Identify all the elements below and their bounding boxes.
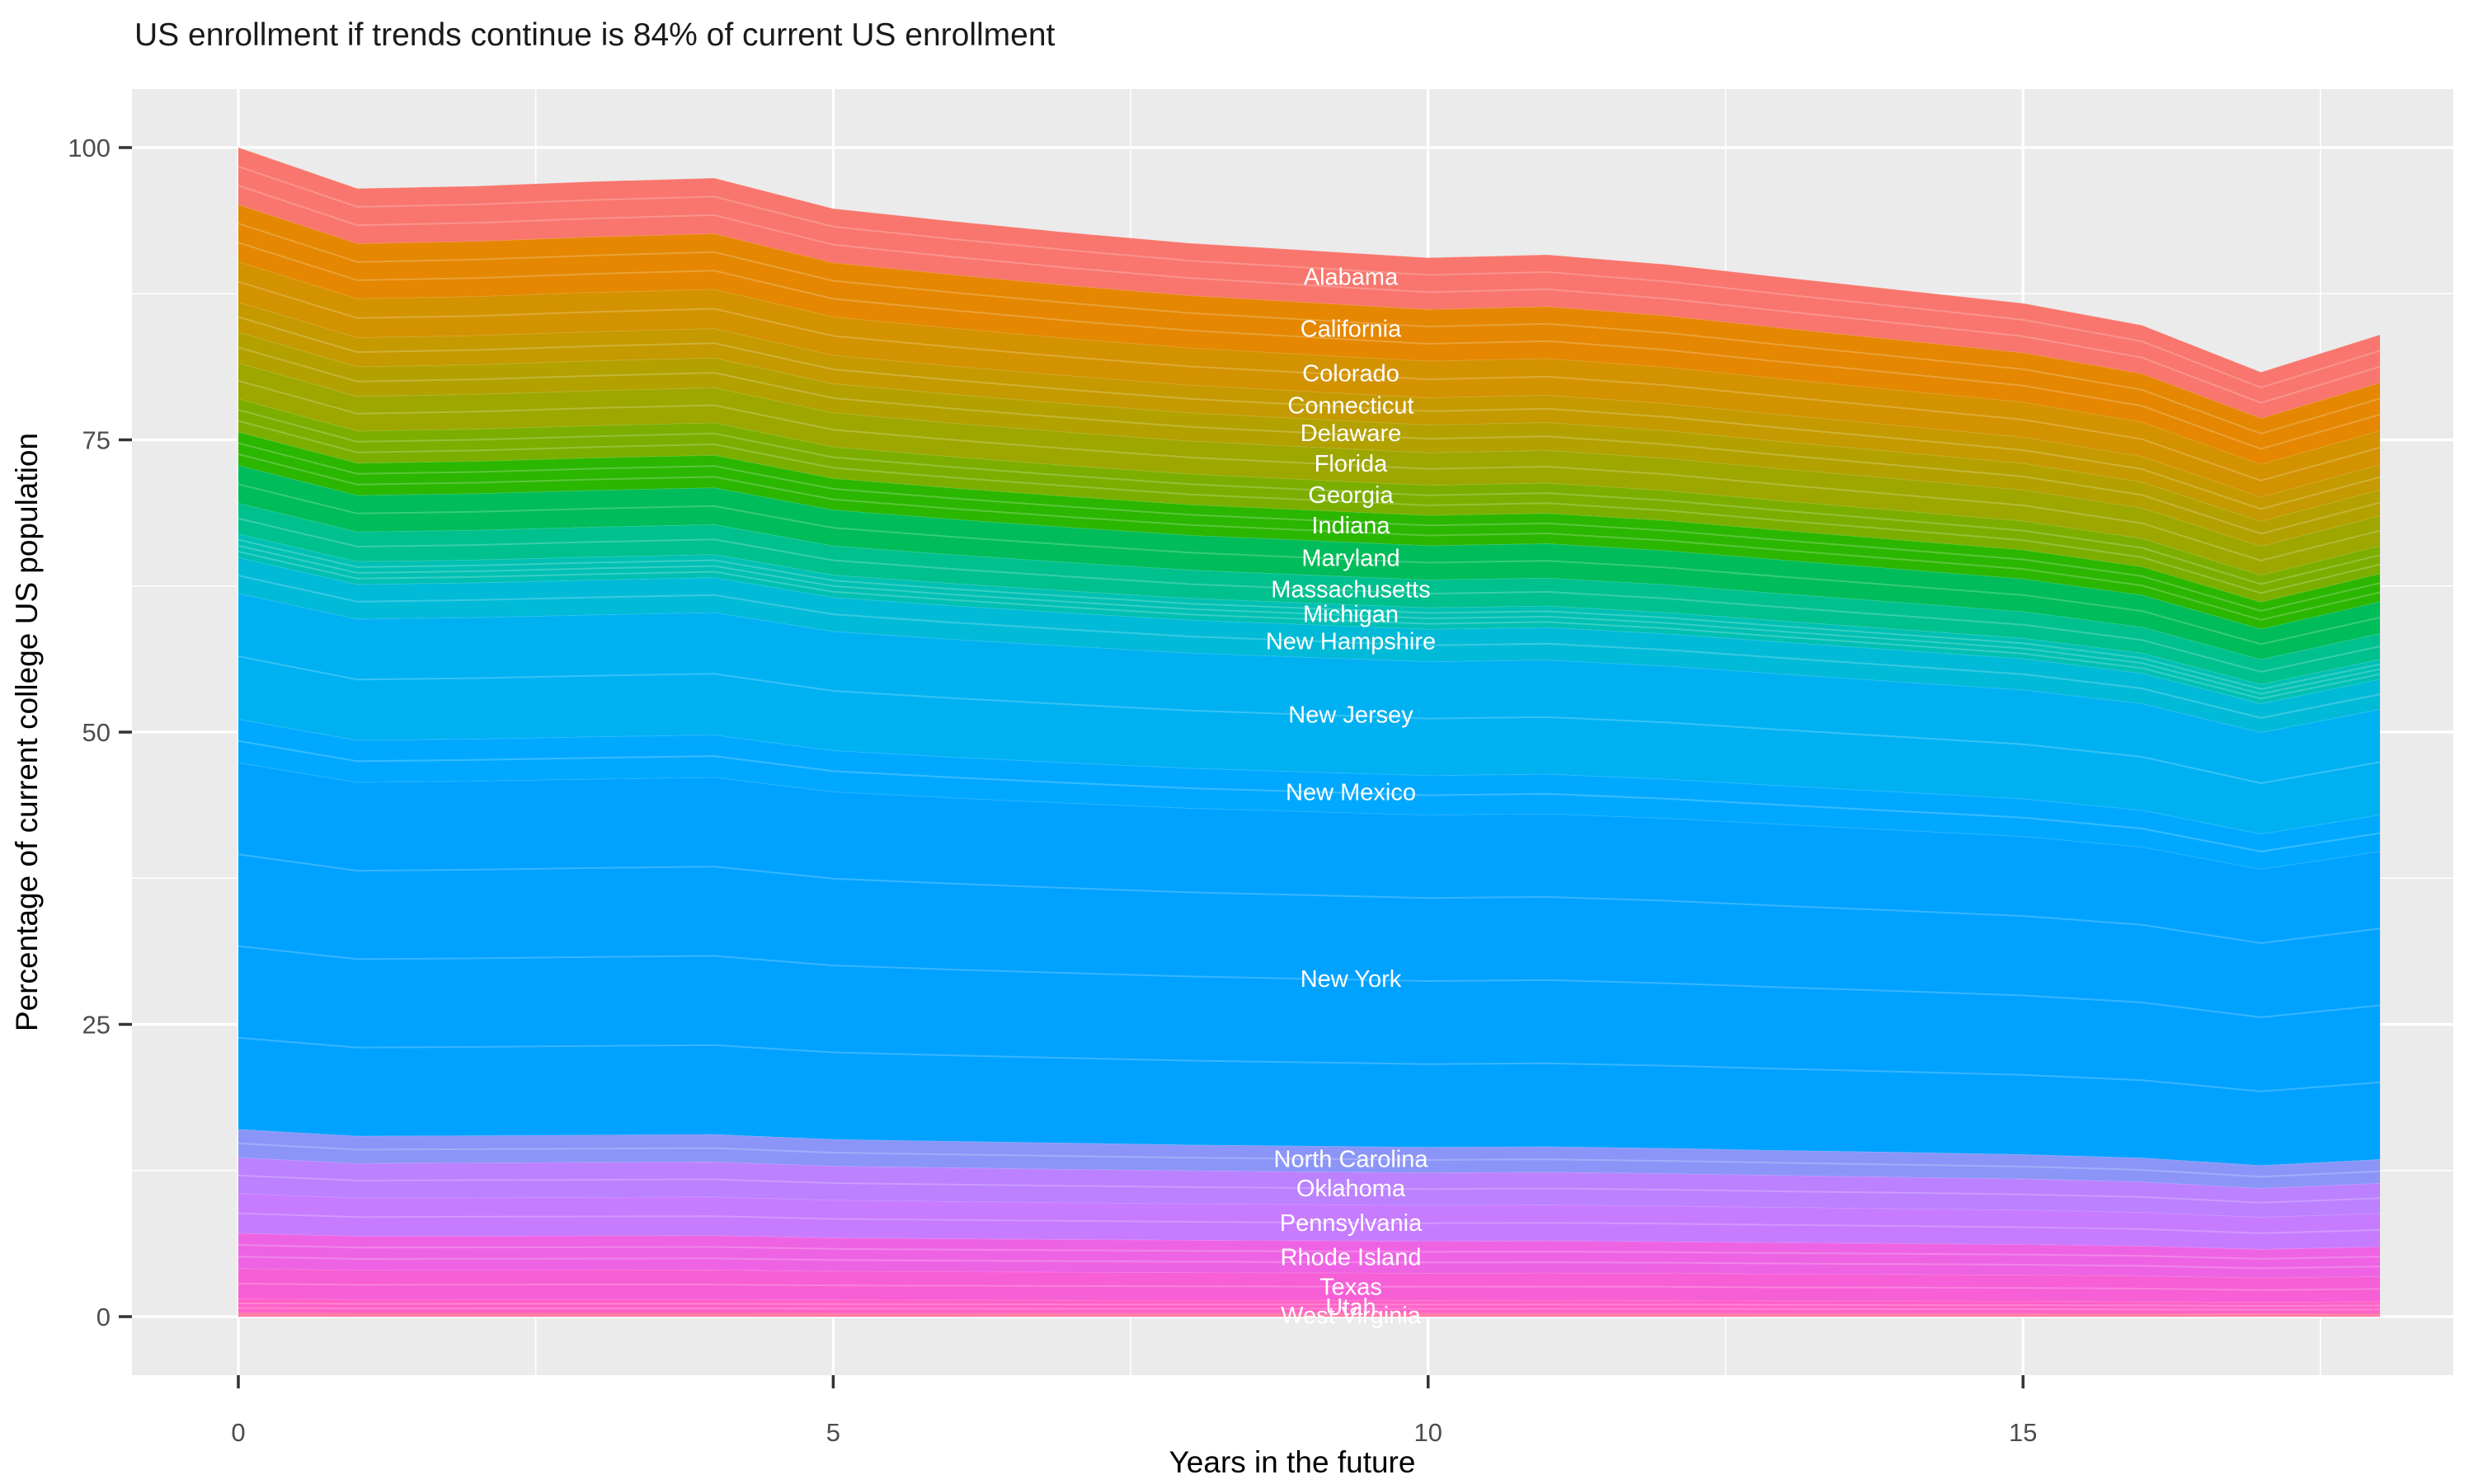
band-label-delaware: Delaware bbox=[1300, 420, 1402, 447]
band-label-new-hampshire: New Hampshire bbox=[1266, 628, 1436, 655]
sub-band-seam bbox=[238, 740, 2381, 852]
band-label-michigan: Michigan bbox=[1303, 601, 1399, 627]
area-band-maryland bbox=[238, 465, 2380, 660]
sub-band-seam bbox=[238, 655, 2381, 785]
sub-band-seam bbox=[238, 442, 2381, 613]
sub-band-seam bbox=[238, 420, 2381, 594]
area-band-georgia bbox=[238, 398, 2380, 603]
sub-band-seam bbox=[238, 517, 2381, 673]
area-band-california bbox=[238, 204, 2380, 465]
sub-band-seam bbox=[238, 1256, 2381, 1270]
band-label-new-york: New York bbox=[1300, 966, 1402, 993]
sub-band-seam bbox=[238, 165, 2381, 389]
band-label-new-mexico: New Mexico bbox=[1286, 779, 1416, 805]
sub-band-seam bbox=[238, 1142, 2381, 1178]
y-tick-label: 100 bbox=[68, 134, 111, 162]
band-labels: Alabama California Colorado ConnecticutDela… bbox=[1266, 264, 1436, 1329]
area-band-alabama bbox=[238, 147, 2380, 419]
stacked-areas bbox=[238, 147, 2381, 1317]
area-band-north-carolina bbox=[238, 1129, 2380, 1189]
band-label-california: California bbox=[1300, 316, 1402, 342]
sub-band-seam bbox=[238, 1244, 2381, 1260]
area-band-utah bbox=[238, 1298, 2380, 1314]
sub-band-seam bbox=[238, 575, 2381, 719]
band-label-new-jersey: New Jersey bbox=[1288, 702, 1413, 729]
area-band-delaware bbox=[238, 331, 2380, 547]
area-band-michigan bbox=[238, 533, 2380, 704]
area-band-colorado bbox=[238, 261, 2380, 497]
y-tick-label: 50 bbox=[82, 718, 111, 747]
y-axis-title: Percentage of current college US populat… bbox=[10, 433, 44, 1031]
band-label-texas: Texas bbox=[1319, 1275, 1382, 1301]
x-tick-label: 5 bbox=[826, 1418, 840, 1447]
area-band-texas bbox=[238, 1268, 2380, 1303]
sub-band-seam bbox=[238, 1036, 2381, 1092]
band-label-colorado: Colorado bbox=[1302, 360, 1399, 387]
band-label-rhode-island: Rhode Island bbox=[1281, 1244, 1422, 1270]
area-band-new-hampshire bbox=[238, 557, 2380, 733]
y-tick-label: 75 bbox=[82, 426, 111, 455]
band-label-west-virginia: West Virginia bbox=[1281, 1303, 1422, 1329]
y-axis-tick-labels: 0 25 50 75 100 bbox=[68, 134, 111, 1331]
area-band-new-mexico bbox=[238, 719, 2380, 870]
band-label-oklahoma: Oklahoma bbox=[1296, 1176, 1406, 1202]
x-axis-tick-labels: 0 5 10 15 bbox=[231, 1418, 2037, 1447]
area-band-florida bbox=[238, 363, 2380, 575]
sub-band-seam bbox=[238, 280, 2381, 481]
sub-band-seam bbox=[238, 1212, 2381, 1234]
band-label-connecticut: Connecticut bbox=[1287, 392, 1413, 419]
y-tick-label: 0 bbox=[96, 1303, 111, 1331]
x-axis-title: Years in the future bbox=[1169, 1445, 1416, 1479]
band-label-pennsylvania: Pennsylvania bbox=[1280, 1210, 1423, 1237]
band-label-florida: Florida bbox=[1315, 451, 1389, 477]
sub-band-seam bbox=[238, 409, 2381, 585]
sub-band-seam bbox=[238, 1174, 2381, 1204]
sub-band-seam bbox=[238, 316, 2381, 510]
band-label-indiana: Indiana bbox=[1311, 513, 1390, 539]
sub-band-seam bbox=[238, 453, 2381, 621]
area-band-connecticut bbox=[238, 302, 2380, 522]
band-label-massachusetts: Massachusetts bbox=[1271, 576, 1430, 603]
area-band-new-jersey bbox=[238, 593, 2380, 834]
band-label-alabama: Alabama bbox=[1304, 264, 1399, 290]
sub-band-seam bbox=[238, 379, 2381, 562]
band-label-georgia: Georgia bbox=[1308, 482, 1394, 509]
sub-band-seam bbox=[238, 544, 2381, 695]
sub-band-seam bbox=[238, 185, 2381, 404]
area-band-oklahoma bbox=[238, 1158, 2380, 1218]
sub-band-seam bbox=[238, 853, 2381, 945]
x-tick-label: 10 bbox=[1414, 1418, 1442, 1447]
area-band-new-york bbox=[238, 763, 2380, 1166]
band-label-utah: Utah bbox=[1325, 1294, 1376, 1321]
area-band-indiana bbox=[238, 432, 2380, 629]
x-tick-label: 0 bbox=[231, 1418, 245, 1447]
sub-band-seam bbox=[238, 945, 2381, 1018]
x-tick-label: 15 bbox=[2009, 1418, 2037, 1447]
sub-band-seam bbox=[238, 551, 2381, 700]
axis-tick-marks bbox=[119, 146, 2025, 1388]
sub-band-seam bbox=[238, 1307, 2381, 1311]
sub-band-seam bbox=[238, 223, 2381, 434]
sub-band-seam bbox=[238, 1282, 2381, 1291]
sub-band-seam bbox=[238, 1302, 2381, 1308]
page-title: US enrollment if trends continue is 84% … bbox=[134, 17, 1056, 53]
band-top-edge bbox=[238, 147, 2381, 373]
sub-band-seam bbox=[238, 346, 2381, 535]
area-band-west-virginia bbox=[238, 1313, 2380, 1317]
area-band-pennsylvania bbox=[238, 1193, 2380, 1250]
area-band-rhode-island bbox=[238, 1233, 2380, 1278]
y-tick-label: 25 bbox=[82, 1011, 111, 1040]
sub-band-seam bbox=[238, 538, 2381, 690]
band-label-north-carolina: North Carolina bbox=[1274, 1147, 1429, 1173]
area-band-massachusetts bbox=[238, 503, 2380, 684]
sub-band-seam bbox=[238, 483, 2381, 646]
sub-band-seam bbox=[238, 242, 2381, 450]
band-label-maryland: Maryland bbox=[1301, 545, 1399, 571]
